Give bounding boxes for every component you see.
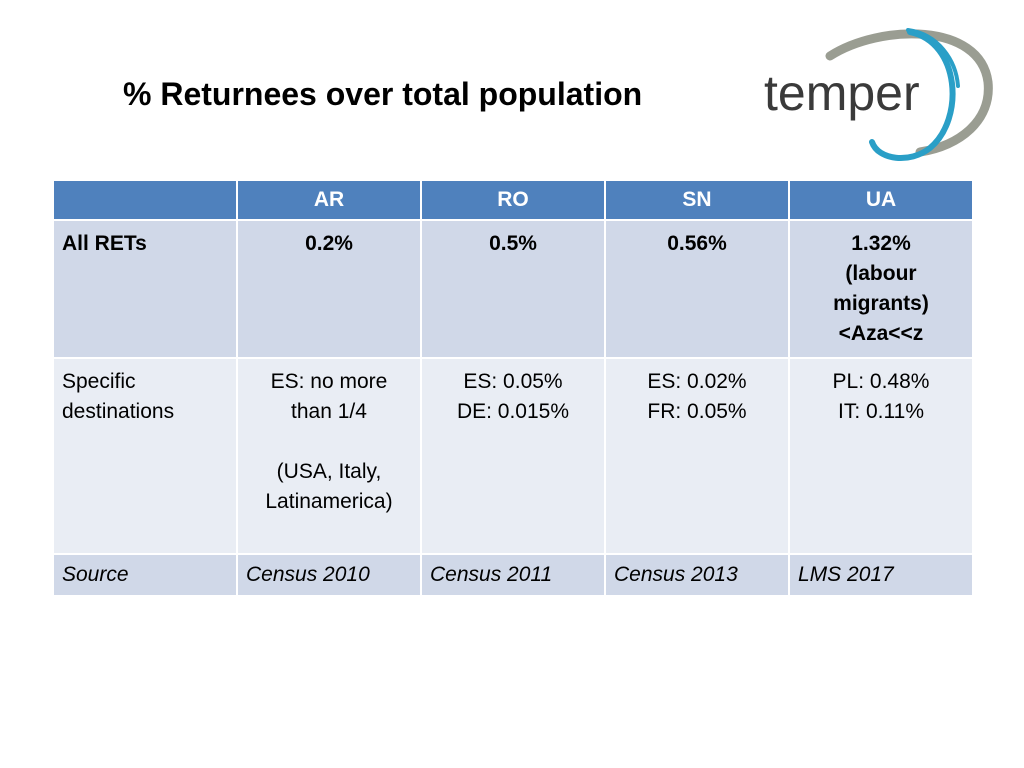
cell-all-ua-line: (labour xyxy=(845,262,917,285)
cell-gap xyxy=(246,427,412,457)
cell-all-ar: 0.2% xyxy=(238,221,420,357)
logo-text: temper xyxy=(764,65,920,121)
row-label-source: Source xyxy=(54,555,236,595)
cell-line: ES: no more xyxy=(270,370,388,393)
row-label-all-rets: All RETs xyxy=(54,221,236,357)
returnees-table: AR RO SN UA All RETs 0.2% 0.5% 0.56% 1.3… xyxy=(52,179,974,597)
cell-source-ar: Census 2010 xyxy=(238,555,420,595)
cell-all-ro: 0.5% xyxy=(422,221,604,357)
cell-line: IT: 0.11% xyxy=(838,400,924,423)
temper-logo-graphic: temper xyxy=(764,28,993,162)
row-label-line: destinations xyxy=(62,400,175,423)
header-ar: AR xyxy=(238,181,420,219)
cell-line: than 1/4 xyxy=(291,400,367,423)
cell-line: ES: 0.05% xyxy=(463,370,563,393)
cell-specific-ar: ES: no more than 1/4 (USA, Italy, Latina… xyxy=(238,359,420,553)
cell-all-ua: 1.32% (labour migrants) <Aza<<z xyxy=(790,221,972,357)
cell-line: DE: 0.015% xyxy=(456,400,570,423)
table-row-specific-destinations: Specific destinations ES: no more than 1… xyxy=(54,359,972,553)
row-label-line: Specific xyxy=(62,370,136,393)
table-row-all-rets: All RETs 0.2% 0.5% 0.56% 1.32% (labour m… xyxy=(54,221,972,357)
cell-specific-sn: ES: 0.02% FR: 0.05% xyxy=(606,359,788,553)
cell-specific-ro: ES: 0.05% DE: 0.015% xyxy=(422,359,604,553)
cell-line: ES: 0.02% xyxy=(647,370,747,393)
table-row-source: Source Census 2010 Census 2011 Census 20… xyxy=(54,555,972,595)
page-title: % Returnees over total population xyxy=(123,76,643,112)
header-row: AR RO SN UA xyxy=(54,181,972,219)
cell-line: (USA, Italy, xyxy=(276,460,382,483)
header-sn: SN xyxy=(606,181,788,219)
cell-all-ua-line: migrants) xyxy=(833,292,929,315)
cell-line: FR: 0.05% xyxy=(647,400,747,423)
cell-all-ua-line: 1.32% xyxy=(851,232,911,255)
cell-source-ro: Census 2011 xyxy=(422,555,604,595)
temper-logo: temper xyxy=(760,24,1000,164)
cell-line: PL: 0.48% xyxy=(832,370,930,393)
header-empty xyxy=(54,181,236,219)
cell-all-sn: 0.56% xyxy=(606,221,788,357)
header-ro: RO xyxy=(422,181,604,219)
cell-source-sn: Census 2013 xyxy=(606,555,788,595)
cell-line: Latinamerica) xyxy=(265,490,393,513)
row-label-specific-destinations: Specific destinations xyxy=(54,359,236,553)
cell-source-ua: LMS 2017 xyxy=(790,555,972,595)
cell-all-ua-line: <Aza<<z xyxy=(838,322,924,345)
header-ua: UA xyxy=(790,181,972,219)
cell-specific-ua: PL: 0.48% IT: 0.11% xyxy=(790,359,972,553)
